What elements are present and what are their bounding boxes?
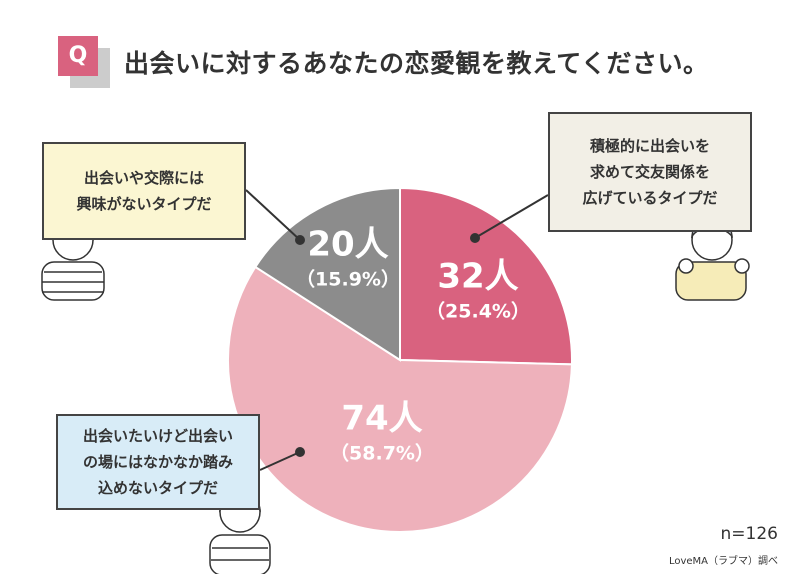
callout-line: 興味がないタイプだ: [76, 195, 212, 213]
percent-label: （25.4%）: [426, 300, 530, 323]
callout-line: 出会いたいけど出会い: [82, 427, 233, 445]
slice-label-hesitant: 74人 （58.7%）: [330, 399, 434, 466]
callout-line: 出会いや交際には: [83, 169, 204, 187]
count-label: 20人: [307, 224, 389, 265]
callout-line: 込めないタイプだ: [97, 479, 218, 497]
question-title: 出会いに対するあなたの恋愛観を教えてください。: [124, 49, 709, 78]
source-credit: LoveMA（ラブマ）調べ: [668, 556, 778, 567]
pie-slice-0: [399, 186, 573, 366]
count-label: 74人: [341, 398, 423, 439]
person-uninterested-illustration: [41, 217, 105, 301]
callout-line: の場にはなかなか踏み: [82, 453, 233, 471]
leader-hesitant: [259, 451, 301, 471]
pie-slice-1: [227, 265, 573, 533]
leader-dot-active: [470, 233, 480, 243]
callout-active: 積極的に出会いを 求めて交友関係を 広げているタイプだ: [548, 112, 752, 232]
count-label: 32人: [437, 256, 519, 297]
callout-line: 広げているタイプだ: [582, 189, 718, 207]
percent-label: （15.9%）: [296, 268, 400, 291]
sample-size: n=126: [720, 524, 778, 544]
slice-label-active: 32人 （25.4%）: [426, 257, 530, 324]
leader-uninterested: [245, 189, 301, 241]
leader-dot-hesitant: [295, 447, 305, 457]
question-badge: Q: [58, 36, 98, 76]
callout-uninterested: 出会いや交際には 興味がないタイプだ: [42, 142, 246, 240]
callout-line: 積極的に出会いを: [589, 137, 710, 155]
percent-label: （58.7%）: [330, 442, 434, 465]
leader-dot-uninterested: [295, 235, 305, 245]
leader-active: [474, 194, 549, 239]
callout-line: 求めて交友関係を: [589, 163, 710, 181]
callout-hesitant: 出会いたいけど出会い の場にはなかなか踏み 込めないタイプだ: [56, 414, 260, 510]
slice-label-uninterested: 20人 （15.9%）: [296, 225, 400, 292]
